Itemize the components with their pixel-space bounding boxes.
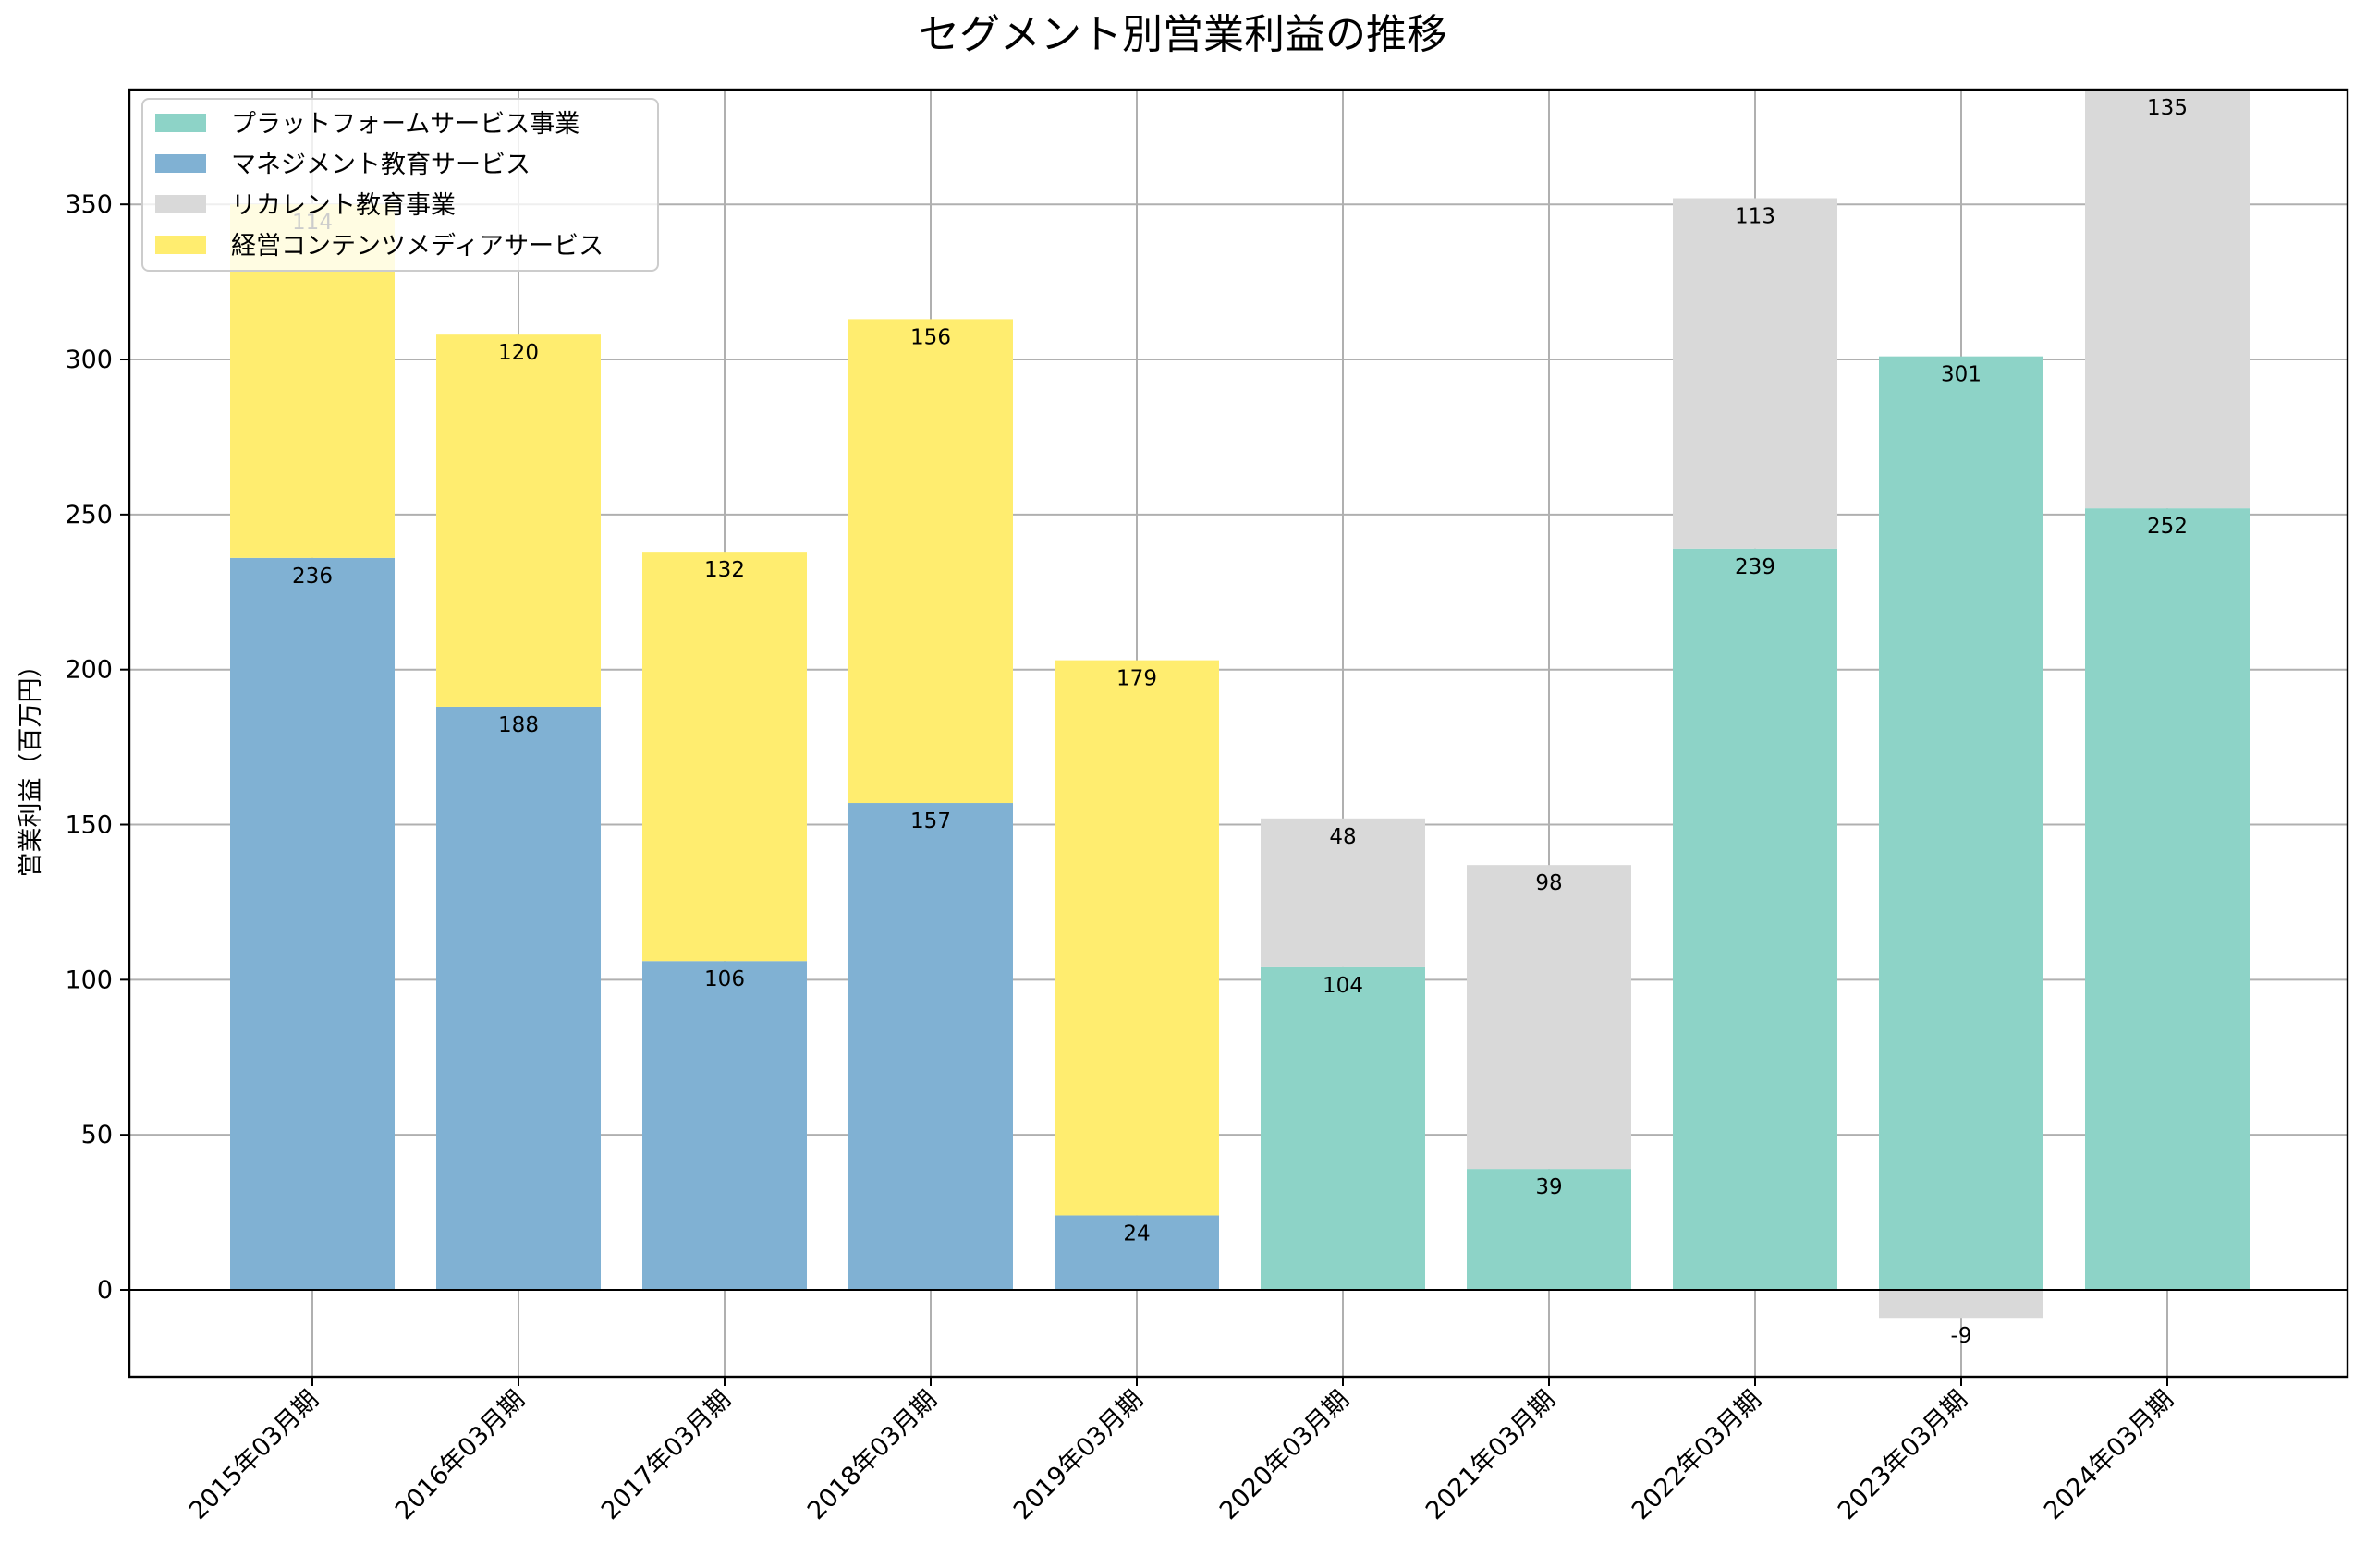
bar-segment bbox=[1879, 356, 2043, 1291]
data-label: 39 bbox=[1535, 1175, 1562, 1199]
x-tick-label: 2021年03月期 bbox=[1421, 1385, 1561, 1525]
bar-segment bbox=[642, 961, 807, 1291]
x-tick-label: 2018年03月期 bbox=[802, 1385, 943, 1525]
legend-label: プラットフォームサービス事業 bbox=[231, 110, 579, 139]
bar-segment bbox=[1879, 1290, 2043, 1319]
legend-swatch bbox=[155, 236, 206, 254]
bar-segment bbox=[1261, 818, 1425, 967]
x-tick-label: 2022年03月期 bbox=[1627, 1385, 1767, 1525]
x-tick-label: 2015年03月期 bbox=[184, 1385, 324, 1525]
bar-segment bbox=[1467, 865, 1631, 1170]
data-label: 157 bbox=[910, 809, 951, 833]
data-label: 98 bbox=[1535, 871, 1562, 895]
bar-segment bbox=[436, 706, 601, 1291]
x-tick-label: 2019年03月期 bbox=[1008, 1385, 1149, 1525]
data-label: 132 bbox=[704, 558, 745, 582]
y-tick-label: 300 bbox=[65, 346, 113, 374]
data-label: 113 bbox=[1735, 204, 1775, 228]
bar-segment bbox=[1467, 1169, 1631, 1291]
data-label: -9 bbox=[1951, 1324, 1972, 1348]
bar-segment bbox=[642, 552, 807, 962]
bar-segment bbox=[1673, 548, 1837, 1291]
y-tick-label: 350 bbox=[65, 190, 113, 219]
y-tick-label: 200 bbox=[65, 656, 113, 685]
data-label: 236 bbox=[292, 565, 333, 589]
legend-swatch bbox=[155, 154, 206, 173]
y-tick-label: 100 bbox=[65, 966, 113, 994]
legend-label: リカレント教育事業 bbox=[231, 191, 456, 220]
data-label: 179 bbox=[1116, 667, 1157, 691]
bar-segment bbox=[1673, 198, 1837, 549]
x-tick-label: 2016年03月期 bbox=[390, 1385, 531, 1525]
data-label: 239 bbox=[1735, 555, 1775, 579]
bar-segment bbox=[2085, 90, 2250, 509]
data-label: 188 bbox=[498, 713, 539, 737]
bar-segment bbox=[848, 319, 1013, 804]
y-tick-label: 250 bbox=[65, 501, 113, 529]
data-label: 135 bbox=[2147, 96, 2188, 120]
bar-segment bbox=[848, 803, 1013, 1291]
data-label: 48 bbox=[1329, 825, 1356, 849]
data-label: 252 bbox=[2147, 515, 2188, 539]
bar-segment bbox=[1261, 966, 1425, 1291]
data-label: 301 bbox=[1941, 363, 1982, 387]
legend-swatch bbox=[155, 114, 206, 132]
x-tick-label: 2024年03月期 bbox=[2039, 1385, 2179, 1525]
data-label: 106 bbox=[704, 967, 745, 991]
x-tick-label: 2023年03月期 bbox=[1833, 1385, 1973, 1525]
y-tick-label: 50 bbox=[81, 1121, 113, 1149]
bar-segment bbox=[1055, 1215, 1219, 1291]
x-tick-label: 2020年03月期 bbox=[1214, 1385, 1355, 1525]
y-axis-label: 営業利益（百万円） bbox=[17, 653, 45, 878]
bar-segment bbox=[1055, 660, 1219, 1216]
legend-box bbox=[141, 98, 659, 272]
data-label: 120 bbox=[498, 341, 539, 365]
plot-frame bbox=[128, 88, 2349, 1379]
legend-swatch bbox=[155, 195, 206, 213]
bars bbox=[230, 90, 2250, 1319]
legend-label: マネジメント教育サービス bbox=[231, 151, 531, 179]
legend: プラットフォームサービス事業マネジメント教育サービスリカレント教育事業経営コンテ… bbox=[141, 98, 659, 272]
x-tick-label: 2017年03月期 bbox=[596, 1385, 737, 1525]
y-tick-label: 0 bbox=[97, 1276, 113, 1305]
y-tick-label: 150 bbox=[65, 811, 113, 840]
data-label: 24 bbox=[1123, 1222, 1150, 1246]
bar-segment bbox=[2085, 508, 2250, 1291]
bar-segment bbox=[436, 334, 601, 707]
bar-segment bbox=[230, 557, 395, 1291]
data-label: 156 bbox=[910, 325, 951, 349]
chart-title: セグメント別営業利益の推移 bbox=[919, 11, 1447, 58]
legend-label: 経営コンテンツメディアサービス bbox=[231, 232, 604, 261]
data-labels: 2361141881201061321571562417910448399823… bbox=[292, 96, 2188, 1348]
data-label: 104 bbox=[1323, 974, 1363, 998]
